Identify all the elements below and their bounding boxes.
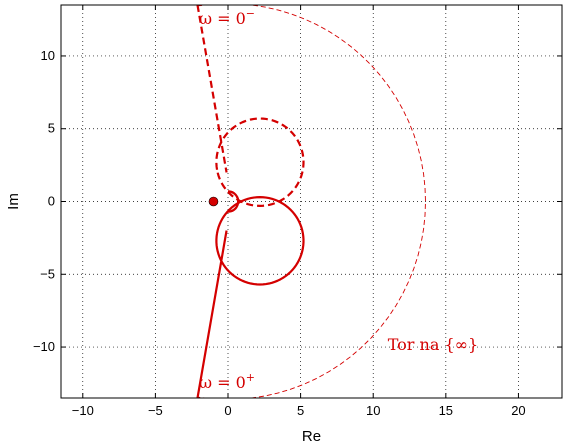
grid — [61, 5, 562, 398]
y-tick-label: 0 — [48, 194, 55, 209]
annotation-superscript: + — [246, 371, 255, 384]
annotations: ω = 0−ω = 0+Tor na {∞} — [199, 7, 478, 392]
plot-frame — [60, 4, 563, 399]
critical-point-marker — [208, 196, 219, 207]
x-tick-label: 20 — [511, 403, 525, 418]
y-tick-label: −5 — [40, 266, 55, 281]
y-tick-label: −10 — [33, 339, 55, 354]
tick-marks — [61, 5, 562, 398]
y-axis-label: Im — [5, 193, 22, 210]
annotation-omega-minus: ω = 0− — [199, 7, 255, 28]
x-tick-label: 15 — [439, 403, 453, 418]
x-axis-label: Re — [302, 428, 321, 445]
nyquist-series-thin-dashed — [197, 5, 426, 398]
nyquist-series-solid — [196, 190, 305, 398]
x-tick-label: 5 — [297, 403, 304, 418]
x-tick-label: −5 — [148, 403, 163, 418]
x-tick-label: −10 — [72, 403, 94, 418]
annotation-text: ω = 0 — [199, 9, 246, 28]
annotation-text: ω = 0 — [199, 373, 246, 392]
tick-labels: −10 −5 0 5 10 15 20 −10 −5 0 5 10 — [33, 48, 526, 418]
annotation-superscript: − — [246, 7, 255, 20]
series-layer — [196, 5, 426, 398]
x-tick-label: 10 — [366, 403, 380, 418]
x-tick-label: 0 — [224, 403, 231, 418]
nyquist-series-dashed — [196, 5, 305, 213]
annotation-omega-plus: ω = 0+ — [199, 371, 255, 392]
annotation-infinity-arc: Tor na {∞} — [388, 335, 478, 354]
y-tick-label: 10 — [41, 48, 55, 63]
annotation-text: Tor na {∞} — [388, 335, 478, 354]
y-tick-label: 5 — [48, 121, 55, 136]
